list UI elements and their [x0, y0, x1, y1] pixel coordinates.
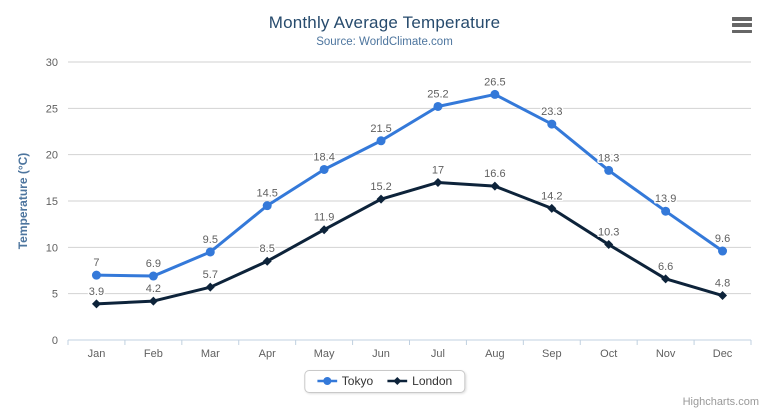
svg-text:Oct: Oct: [600, 348, 617, 360]
hamburger-icon: [732, 17, 752, 21]
svg-text:Jan: Jan: [88, 348, 106, 360]
svg-text:30: 30: [46, 57, 58, 69]
svg-text:9.5: 9.5: [203, 234, 218, 246]
svg-text:Jun: Jun: [372, 348, 390, 360]
svg-text:0: 0: [52, 335, 58, 347]
svg-text:26.5: 26.5: [484, 76, 505, 88]
svg-text:Feb: Feb: [144, 348, 163, 360]
legend-item-london[interactable]: London: [387, 374, 452, 388]
svg-text:7: 7: [93, 257, 99, 269]
svg-text:11.9: 11.9: [314, 212, 335, 224]
svg-text:17: 17: [432, 164, 444, 176]
tokyo-series-marker-icon: [316, 377, 337, 385]
svg-text:16.6: 16.6: [484, 168, 505, 180]
legend-label-london: London: [412, 374, 453, 388]
svg-text:18.3: 18.3: [598, 152, 619, 164]
svg-text:23.3: 23.3: [541, 106, 562, 118]
svg-text:Mar: Mar: [201, 348, 220, 360]
svg-text:4.8: 4.8: [715, 278, 730, 290]
legend-label-tokyo: Tokyo: [341, 374, 374, 388]
svg-text:14.5: 14.5: [256, 188, 277, 200]
svg-text:10.3: 10.3: [598, 227, 619, 239]
svg-text:15.2: 15.2: [370, 181, 391, 193]
svg-text:3.9: 3.9: [89, 286, 104, 298]
svg-text:May: May: [314, 348, 335, 360]
svg-text:25: 25: [46, 103, 58, 115]
svg-text:4.2: 4.2: [146, 283, 161, 295]
svg-text:8.5: 8.5: [260, 243, 275, 255]
svg-text:14.2: 14.2: [541, 190, 562, 202]
svg-text:9.6: 9.6: [715, 233, 730, 245]
svg-text:10: 10: [46, 242, 58, 254]
svg-text:6.9: 6.9: [146, 258, 161, 270]
svg-text:15: 15: [46, 196, 58, 208]
svg-text:Nov: Nov: [656, 348, 676, 360]
svg-text:20: 20: [46, 150, 58, 162]
svg-text:Sep: Sep: [542, 348, 562, 360]
hamburger-icon: [732, 29, 752, 33]
svg-text:21.5: 21.5: [370, 123, 391, 135]
svg-text:Apr: Apr: [259, 348, 276, 360]
svg-text:13.9: 13.9: [655, 193, 676, 205]
svg-text:Temperature (°C): Temperature (°C): [16, 153, 30, 250]
credits-link[interactable]: Highcharts.com: [682, 396, 759, 408]
svg-text:6.6: 6.6: [658, 261, 673, 273]
hamburger-icon: [732, 23, 752, 27]
chart-title: Monthly Average Temperature: [268, 13, 501, 32]
svg-text:25.2: 25.2: [427, 88, 448, 100]
svg-text:5.7: 5.7: [203, 269, 218, 281]
legend: Tokyo London: [303, 370, 466, 393]
svg-text:Aug: Aug: [485, 348, 505, 360]
export-menu-button[interactable]: [732, 16, 754, 34]
svg-text:Jul: Jul: [431, 348, 445, 360]
svg-text:18.4: 18.4: [313, 151, 334, 163]
legend-item-tokyo[interactable]: Tokyo: [316, 374, 374, 388]
chart-subtitle: Source: WorldClimate.com: [316, 36, 453, 48]
svg-text:5: 5: [52, 289, 58, 301]
svg-text:Dec: Dec: [713, 348, 733, 360]
london-series-marker-icon: [387, 377, 408, 385]
